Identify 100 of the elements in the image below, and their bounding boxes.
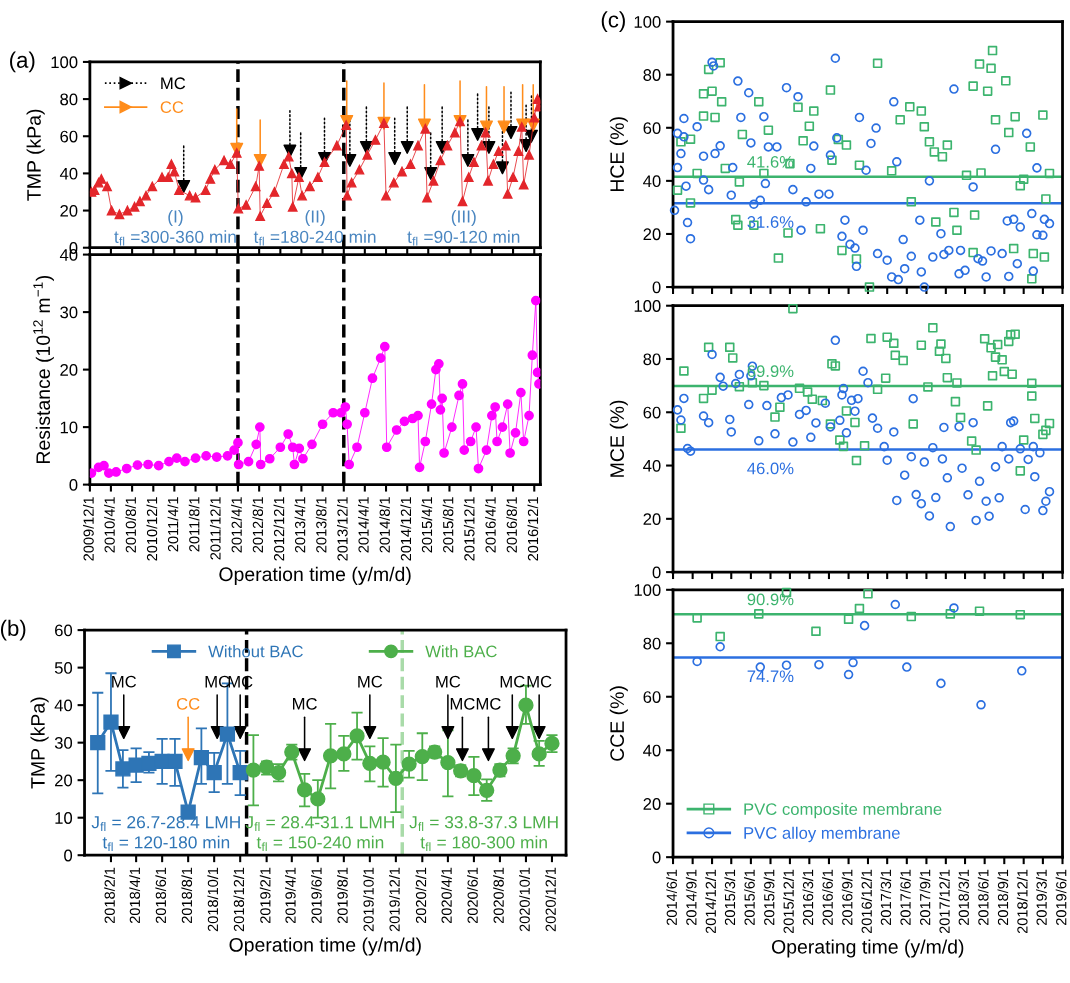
legend-label: PVC composite membrane	[744, 802, 942, 819]
x-tick-label: 2019/3/1	[1036, 869, 1047, 926]
legend-label: MC	[161, 77, 186, 90]
x-tick-label: 2020/4/1	[441, 867, 452, 924]
x-tick-label: 2018/10/1	[207, 867, 219, 932]
legend-label: With BAC	[425, 645, 497, 658]
text: MC	[358, 675, 383, 688]
x-tick-label: 2018/6/1	[977, 869, 989, 926]
y-tick-label: 20	[643, 228, 661, 241]
y-tick-label: 0	[652, 851, 661, 864]
x-tick-label: 2018/2/1	[104, 867, 115, 924]
y-tick-label: 40	[643, 459, 661, 472]
y-tick-label: 30	[60, 306, 78, 319]
x-tick-label: 2009/12/1	[83, 497, 94, 561]
x-tick-label: 2020/2/1	[415, 867, 427, 924]
x-tick-label: 2018/9/1	[997, 869, 1009, 926]
x-tick-label: 2015/8/1	[442, 497, 454, 553]
x-tick-label: 2016/6/1	[822, 869, 833, 926]
y-tick-label: 20	[643, 513, 661, 526]
y-tick-label: 10	[60, 421, 78, 434]
legend-label: Without BAC	[208, 645, 303, 658]
text: CC	[176, 697, 200, 710]
annotation: t$_{fl}$ =180-240 min	[253, 230, 376, 246]
x-tick-label: 2017/6/1	[900, 869, 911, 926]
y-tick-label: 100	[634, 16, 661, 28]
y-tick-label: 80	[643, 637, 661, 650]
x-axis-title: Operating time (y/m/d)	[771, 939, 964, 958]
x-tick-label: 2018/4/1	[129, 867, 141, 924]
x-tick-label: 2014/12/1	[400, 497, 412, 561]
y-tick-label: 30	[54, 737, 73, 749]
y-tick-label: 60	[60, 130, 78, 143]
ref-line-label: 74.7%	[747, 670, 794, 683]
text: MC	[436, 675, 461, 688]
y-tick-label: 80	[60, 93, 78, 106]
x-tick-label: 2015/12/1	[783, 869, 794, 934]
y-tick-label: 40	[59, 167, 78, 180]
x-tick-label: 2020/10/1	[519, 867, 530, 932]
y-tick-label: 0	[64, 849, 73, 862]
annotation: t$_{fl}$ =300-360 min	[114, 230, 236, 246]
x-tick-label: 2019/8/1	[337, 867, 348, 924]
x-tick-label: 2015/3/1	[724, 869, 736, 926]
y-tick-label: 100	[634, 300, 661, 312]
x-tick-label: 2018/12/1	[1016, 869, 1028, 934]
y-tick-label: 50	[54, 662, 73, 674]
x-tick-label: 2015/12/1	[463, 497, 475, 561]
text: MC	[112, 675, 137, 688]
x-tick-label: 2016/3/1	[802, 869, 814, 926]
x-tick-label: 2015/4/1	[421, 497, 433, 553]
x-tick-label: 2012/4/1	[231, 497, 242, 553]
annotation: t$_{fl}$ = 120-180 min	[102, 835, 230, 852]
x-tick-label: 2019/10/1	[363, 867, 374, 932]
y-tick-label: 20	[55, 774, 73, 787]
y-tick-label: 80	[643, 69, 661, 81]
y-tick-label: 20	[643, 798, 661, 810]
legend-label: PVC alloy membrane	[744, 826, 900, 843]
y-axis-title: TMP (kPa)	[26, 109, 45, 201]
y-tick-label: 40	[643, 175, 661, 188]
annotation: (I)	[168, 209, 183, 227]
x-axis-title: Operation time (y/m/d)	[229, 937, 421, 956]
chart-title: (a)	[10, 51, 35, 73]
x-tick-label: 2016/12/1	[861, 869, 872, 934]
y-axis-title: HCE (%)	[609, 117, 628, 192]
x-tick-label: 2020/6/1	[467, 867, 478, 924]
y-tick-label: 80	[643, 353, 661, 366]
y-tick-label: 40	[643, 744, 661, 757]
annotation: J$_{fl}$ = 26.7-28.4 LMH	[91, 816, 240, 831]
x-tick-label: 2013/12/1	[336, 497, 348, 561]
x-tick-label: 2019/12/1	[389, 867, 400, 932]
text: MC	[293, 697, 317, 710]
y-tick-label: 20	[60, 204, 78, 217]
x-tick-label: 2018/8/1	[181, 867, 193, 924]
y-tick-label: 0	[69, 479, 78, 491]
y-axis-title: Resistance (10$^{12}$ m$^{−1}$)	[33, 275, 54, 463]
y-tick-label: 100	[634, 584, 661, 596]
annotation: (III)	[451, 209, 476, 227]
y-axis-title: TMP (kPa)	[30, 697, 49, 789]
y-tick-label: 60	[643, 122, 661, 134]
x-tick-label: 2018/12/1	[233, 867, 245, 932]
y-tick-label: 20	[60, 364, 78, 376]
x-tick-label: 2018/3/1	[958, 869, 969, 926]
x-tick-label: 2015/9/1	[763, 869, 775, 926]
x-tick-label: 2019/2/1	[259, 867, 271, 924]
ref-line-label: 90.9%	[747, 593, 794, 606]
x-tick-label: 2016/8/1	[506, 497, 517, 553]
x-tick-label: 2010/12/1	[146, 497, 158, 561]
annotation: J$_{fl}$ = 28.4-31.1 LMH	[245, 816, 394, 831]
x-tick-label: 2016/9/1	[841, 869, 853, 926]
x-tick-label: 2017/9/1	[919, 869, 931, 926]
legend-label: CC	[160, 101, 184, 114]
x-tick-label: 2019/6/1	[311, 867, 322, 924]
x-tick-label: 2014/9/1	[685, 869, 697, 926]
x-tick-label: 2014/4/1	[358, 497, 369, 553]
x-tick-label: 2010/8/1	[125, 497, 137, 553]
x-tick-label: 2011/12/1	[209, 497, 221, 560]
x-tick-label: 2016/4/1	[485, 497, 496, 553]
y-tick-label: 0	[652, 566, 661, 579]
y-axis-title: MCE (%)	[609, 400, 628, 477]
y-tick-label: 60	[643, 691, 661, 703]
x-tick-label: 2014/6/1	[666, 869, 677, 926]
x-tick-label: 2014/12/1	[705, 869, 716, 934]
